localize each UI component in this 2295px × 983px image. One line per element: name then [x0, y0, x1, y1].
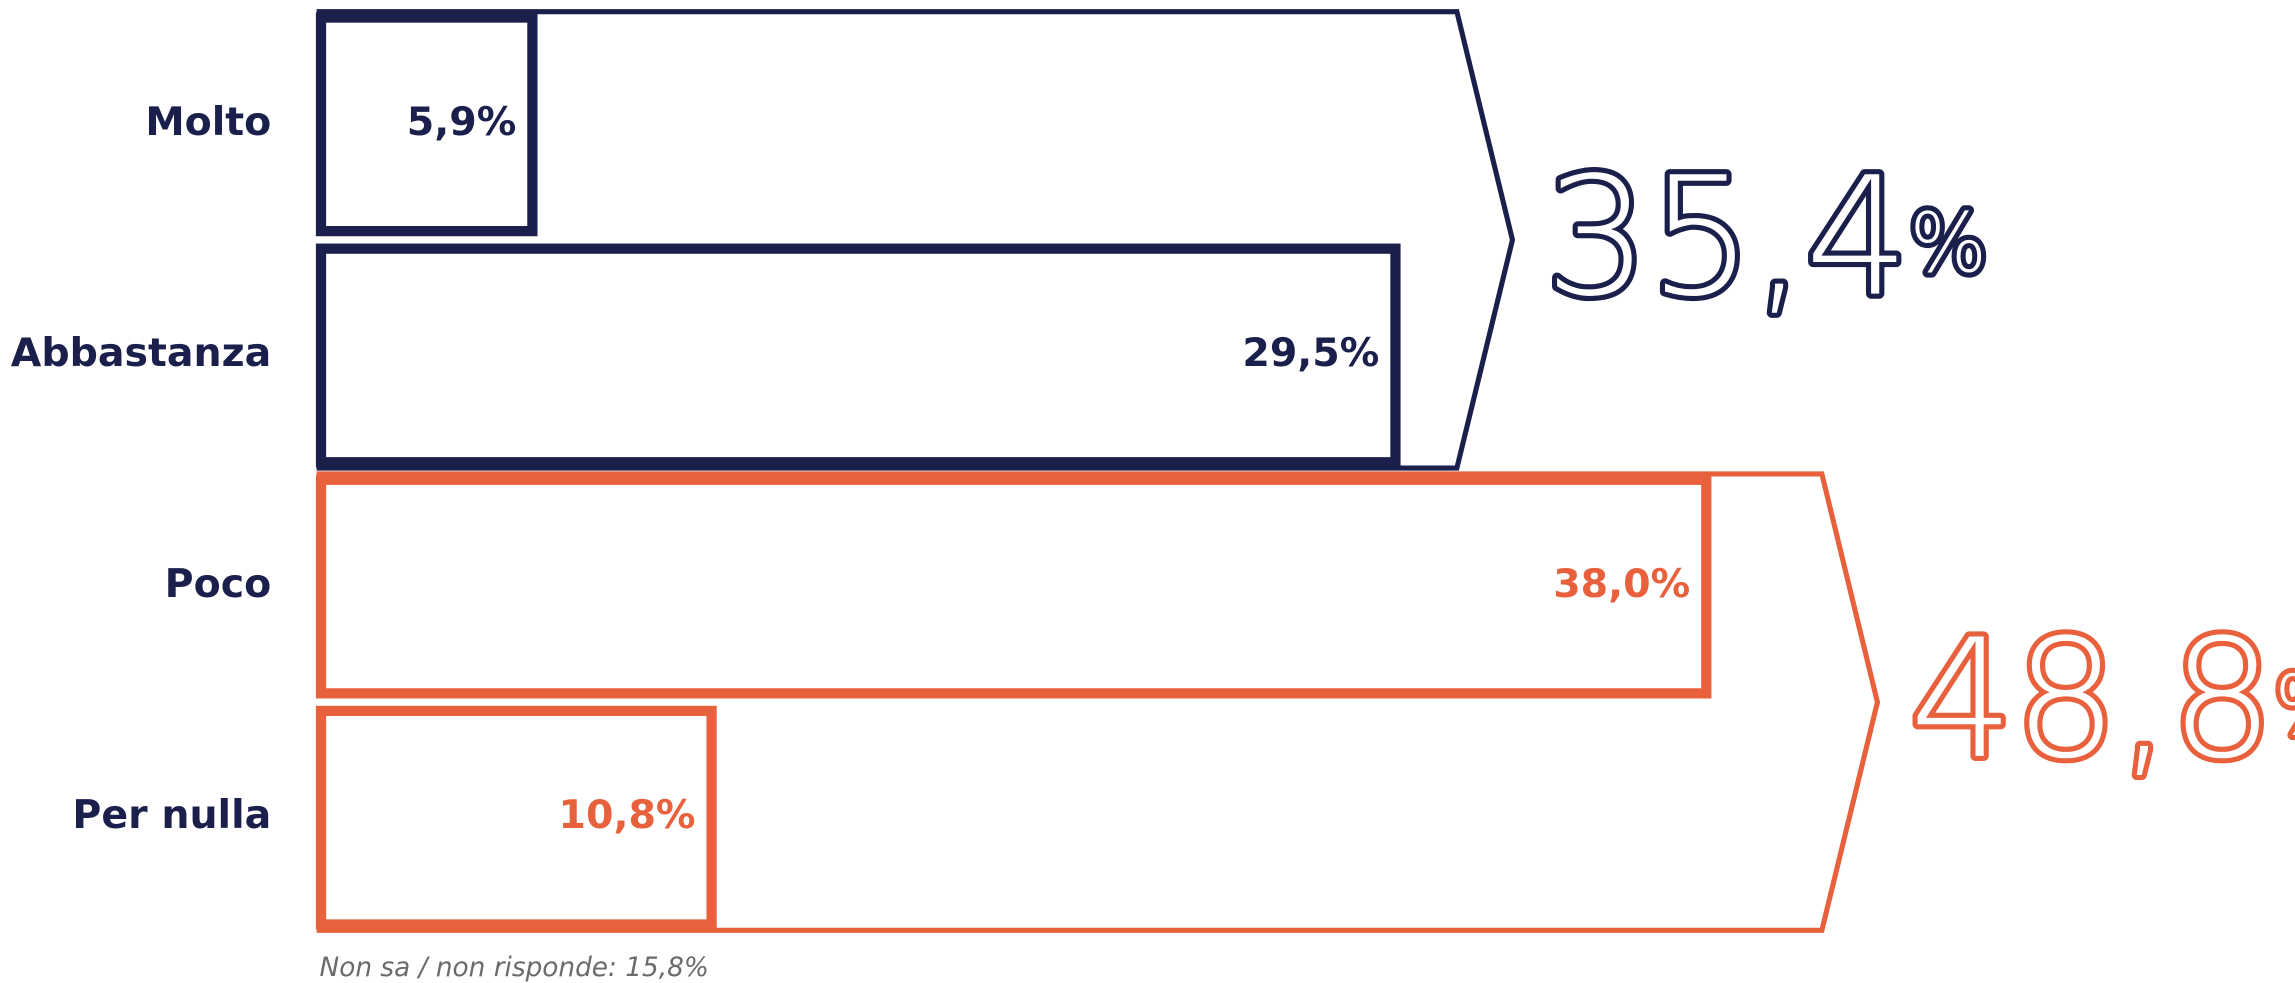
group-arrow [316, 471, 1881, 933]
category-label: Per nulla [72, 792, 271, 838]
bar [315, 12, 538, 237]
bar [315, 474, 1712, 699]
group-total-value: 35,4 [1545, 142, 1910, 333]
group-total: 35,4% [1545, 142, 1988, 333]
value-label: 5,9% [407, 99, 517, 145]
bar [315, 243, 1401, 468]
group-total-value: 48,8 [1910, 604, 2275, 795]
group-total: 48,8% [1910, 604, 2295, 795]
note: Non sa / non risponde: 15,8% [320, 953, 709, 983]
bar [315, 705, 717, 930]
value-label: 38,0% [1553, 561, 1690, 607]
value-label: 10,8% [559, 792, 696, 838]
value-label: 29,5% [1242, 330, 1379, 376]
group-total-suffix: % [2274, 658, 2295, 753]
category-label: Poco [165, 561, 272, 607]
group-total-suffix: % [1909, 196, 1987, 291]
group-arrow [316, 9, 1516, 471]
category-label: Molto [145, 99, 271, 145]
category-label: Abbastanza [11, 330, 272, 376]
